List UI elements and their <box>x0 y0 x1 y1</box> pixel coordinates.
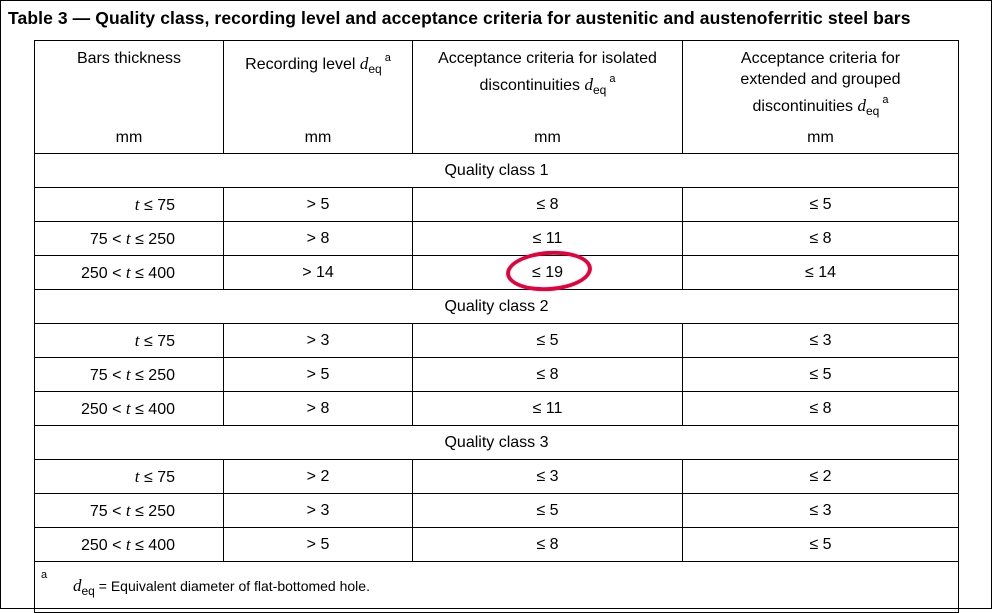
isolated-criteria-cell: ≤ 5 <box>412 493 683 528</box>
quality-class-row: Quality class 3 <box>34 425 959 460</box>
header-label: Recording level deqa <box>245 52 391 76</box>
header-label: Bars thickness <box>76 50 182 67</box>
isolated-criteria-cell: ≤ 8 <box>412 527 683 562</box>
extended-criteria-cell: ≤ 14 <box>682 255 959 290</box>
recording-level-cell: > 8 <box>223 391 413 426</box>
extended-criteria-cell: ≤ 3 <box>682 493 959 528</box>
isolated-criteria-cell: ≤ 3 <box>412 459 683 494</box>
header-unit: mm <box>807 129 834 146</box>
footnote-mark: a <box>41 569 48 581</box>
table-row: t ≤ 75 > 5 ≤ 8 ≤ 5 <box>34 187 959 222</box>
header-label: Acceptance criteria for extended and grou… <box>740 50 901 118</box>
table-row: 250 < t ≤ 400 > 14 ≤ 19 ≤ 14 <box>34 255 959 290</box>
header-label: Acceptance criteria for isolated discont… <box>438 50 657 97</box>
isolated-criteria-cell: ≤ 11 <box>412 221 683 256</box>
header-extended-discontinuities: Acceptance criteria for extended and grou… <box>682 40 959 154</box>
footnote-row: a deq = Equivalent diameter of flat-bott… <box>34 561 959 613</box>
header-row: Bars thickness mm Recording level deqa m… <box>34 40 959 154</box>
thickness-cell: t ≤ 75 <box>34 459 224 494</box>
table-row: 250 < t ≤ 400 > 8 ≤ 11 ≤ 8 <box>34 391 959 426</box>
footnote: a deq = Equivalent diameter of flat-bott… <box>34 561 959 613</box>
isolated-criteria-cell: ≤ 8 <box>412 187 683 222</box>
recording-level-cell: > 3 <box>223 323 413 358</box>
thickness-cell: 250 < t ≤ 400 <box>34 527 224 562</box>
extended-criteria-cell: ≤ 3 <box>682 323 959 358</box>
header-unit: mm <box>534 129 561 146</box>
recording-level-cell: > 2 <box>223 459 413 494</box>
recording-level-cell: > 5 <box>223 527 413 562</box>
quality-class-title: Quality class 1 <box>34 153 959 188</box>
recording-level-cell: > 5 <box>223 187 413 222</box>
quality-class-row: Quality class 1 <box>34 153 959 188</box>
thickness-cell: t ≤ 75 <box>34 323 224 358</box>
recording-level-cell: > 5 <box>223 357 413 392</box>
isolated-criteria-cell: ≤ 5 <box>412 323 683 358</box>
header-isolated-discontinuities: Acceptance criteria for isolated discont… <box>412 40 683 154</box>
footnote-text: deq = Equivalent diameter of flat-bottom… <box>73 576 370 598</box>
table-row: 75 < t ≤ 250 > 8 ≤ 11 ≤ 8 <box>34 221 959 256</box>
table-row: t ≤ 75 > 2 ≤ 3 ≤ 2 <box>34 459 959 494</box>
extended-criteria-cell: ≤ 5 <box>682 187 959 222</box>
thickness-cell: 75 < t ≤ 250 <box>34 357 224 392</box>
quality-class-row: Quality class 2 <box>34 289 959 324</box>
quality-class-title: Quality class 3 <box>34 425 959 460</box>
recording-level-cell: > 14 <box>223 255 413 290</box>
header-recording-level: Recording level deqa mm <box>223 40 413 154</box>
isolated-criteria-cell: ≤ 19 <box>412 255 683 290</box>
table-row: t ≤ 75 > 3 ≤ 5 ≤ 3 <box>34 323 959 358</box>
thickness-cell: 75 < t ≤ 250 <box>34 221 224 256</box>
table-row: 250 < t ≤ 400 > 5 ≤ 8 ≤ 5 <box>34 527 959 562</box>
table-caption: Table 3 — Quality class, recording level… <box>8 8 911 28</box>
recording-level-cell: > 8 <box>223 221 413 256</box>
quality-class-table: Bars thickness mm Recording level deqa m… <box>34 40 959 613</box>
thickness-cell: t ≤ 75 <box>34 187 224 222</box>
extended-criteria-cell: ≤ 8 <box>682 391 959 426</box>
table-row: 75 < t ≤ 250 > 5 ≤ 8 ≤ 5 <box>34 357 959 392</box>
extended-criteria-cell: ≤ 5 <box>682 527 959 562</box>
header-bars-thickness: Bars thickness mm <box>34 40 224 154</box>
quality-class-title: Quality class 2 <box>34 289 959 324</box>
header-unit: mm <box>115 129 143 146</box>
extended-criteria-cell: ≤ 8 <box>682 221 959 256</box>
thickness-cell: 250 < t ≤ 400 <box>34 255 224 290</box>
thickness-cell: 250 < t ≤ 400 <box>34 391 224 426</box>
table-row: 75 < t ≤ 250 > 3 ≤ 5 ≤ 3 <box>34 493 959 528</box>
isolated-criteria-cell: ≤ 8 <box>412 357 683 392</box>
extended-criteria-cell: ≤ 5 <box>682 357 959 392</box>
header-unit: mm <box>304 129 332 146</box>
thickness-cell: 75 < t ≤ 250 <box>34 493 224 528</box>
recording-level-cell: > 3 <box>223 493 413 528</box>
isolated-criteria-cell: ≤ 11 <box>412 391 683 426</box>
extended-criteria-cell: ≤ 2 <box>682 459 959 494</box>
